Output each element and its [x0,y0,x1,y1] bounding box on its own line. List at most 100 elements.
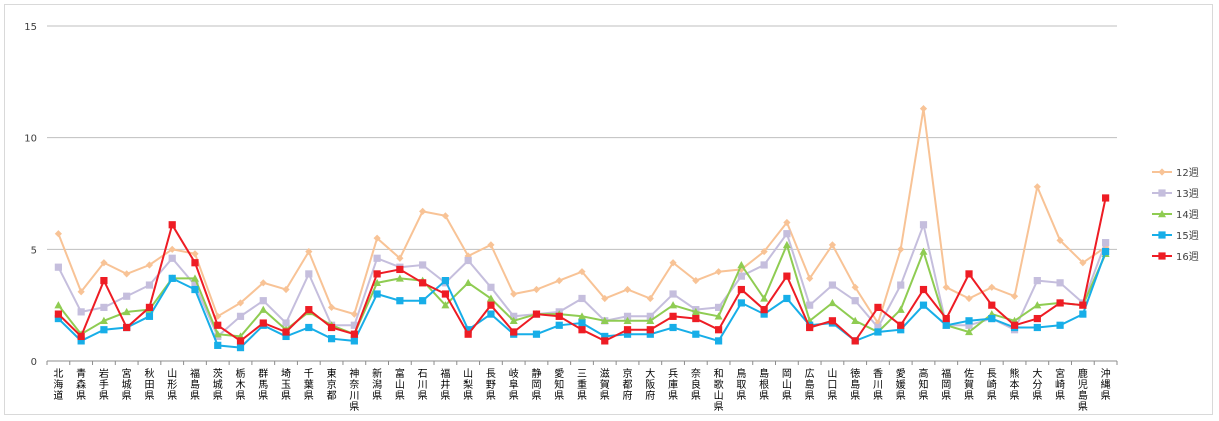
data-point [578,326,586,334]
data-point [623,316,632,324]
data-point [669,259,677,267]
data-point [806,274,814,282]
category-label: 福島県 [190,367,200,402]
data-point [350,310,358,318]
legend-marker [1158,252,1166,260]
data-point [305,323,313,332]
data-point [623,312,632,320]
data-point [851,297,859,305]
category-label: 兵庫県 [668,367,678,402]
data-point [259,319,267,327]
data-point [419,261,427,269]
data-point [509,316,518,324]
data-point [692,330,700,338]
data-point [282,285,290,294]
category-label: 岡山県 [782,368,792,402]
data-point [1033,277,1041,285]
data-point [464,330,472,338]
data-point [965,294,973,303]
category-label: 静岡県 [531,367,541,402]
legend-marker [1158,210,1166,218]
data-point [168,254,176,262]
data-point [464,278,473,287]
data-point [669,301,678,309]
y-tick-label: 0 [31,357,37,368]
data-point [487,241,495,249]
data-point [464,256,472,265]
data-point [1079,301,1087,309]
data-point [600,316,609,324]
data-point [896,305,905,313]
data-point [1102,247,1110,256]
category-label: 福井県 [440,367,450,402]
data-point [760,310,768,318]
category-label: 鳥取県 [736,367,746,402]
data-point [760,261,768,269]
data-point [441,301,450,309]
data-point [783,230,791,238]
category-label: 埼玉県 [281,367,291,402]
data-point [669,312,677,320]
data-point [851,316,860,324]
category-label: 香川県 [873,368,883,402]
data-point [1056,299,1064,307]
data-point [282,319,290,327]
data-point [578,268,586,276]
data-point [486,294,495,302]
data-point [988,314,996,323]
data-point [191,250,199,258]
data-point [327,323,336,332]
legend-label: 12週 [1176,167,1199,179]
category-label: 新潟県 [372,367,382,402]
data-point [54,301,63,309]
category-label: 宮城県 [122,367,132,402]
category-label: 高知県 [918,367,928,402]
chart-frame [4,4,1213,415]
category-label: 三重県 [577,369,587,402]
series-line [57,108,1107,326]
data-point [828,298,837,307]
legend-label: 14週 [1176,209,1199,221]
legend-marker [1158,168,1166,176]
data-point [691,307,700,316]
data-point [350,321,358,329]
data-point [191,259,199,267]
category-label: 愛媛県 [896,367,906,402]
data-point [236,337,245,345]
data-point [737,272,745,280]
data-point [1033,301,1042,309]
data-point [54,230,62,238]
data-point [646,316,655,324]
data-point [510,290,518,298]
y-tick-label: 15 [24,22,37,33]
data-point [123,292,131,300]
category-label: 佐賀県 [964,368,974,402]
data-point [1033,314,1041,323]
category-label: 福岡県 [941,367,951,402]
data-point [874,323,882,332]
category-label: 徳島県 [850,367,860,402]
data-point [601,294,609,303]
data-point [441,277,450,285]
category-label: 長崎県 [987,368,997,402]
data-point [373,254,381,262]
data-point [259,279,267,287]
category-label: 茨城県 [213,367,223,402]
data-point [168,245,176,253]
data-point [259,297,267,305]
data-point [441,290,450,298]
category-label: 富山県 [395,367,405,402]
data-point [282,328,290,336]
data-point [988,301,996,309]
data-point [305,306,313,314]
category-label: 群馬県 [258,367,268,402]
data-point [874,328,882,336]
data-point [737,299,745,307]
data-point [1056,321,1064,329]
data-point [714,303,723,311]
data-point [77,332,85,341]
data-point [419,279,427,287]
legend-label: 15週 [1176,230,1199,242]
category-label: 宮崎県 [1055,367,1065,402]
